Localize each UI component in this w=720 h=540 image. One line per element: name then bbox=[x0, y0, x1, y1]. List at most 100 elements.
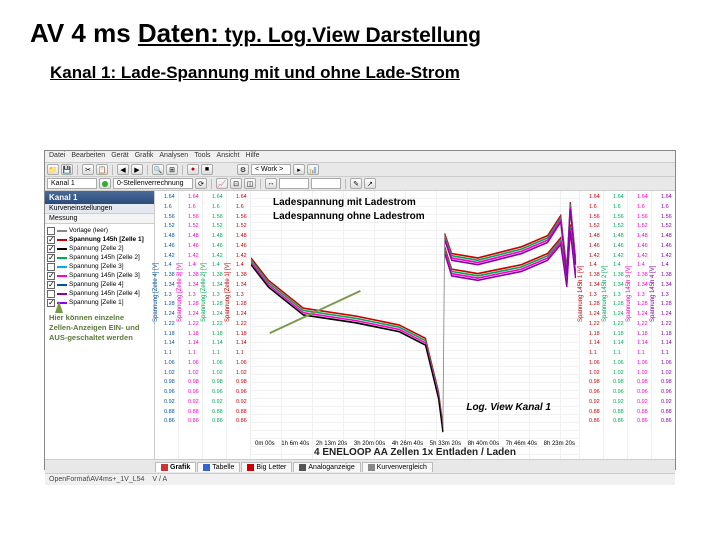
device-combo[interactable]: < Work > bbox=[251, 164, 291, 175]
toolbar-btn[interactable]: 📊 bbox=[307, 164, 319, 175]
status-mid: V / A bbox=[152, 476, 167, 483]
tab-icon bbox=[247, 464, 254, 471]
toolbar-btn[interactable]: ⊞ bbox=[166, 164, 178, 175]
legend-swatch bbox=[57, 275, 67, 277]
toolbar-btn[interactable]: ✎ bbox=[350, 178, 362, 189]
tab-grafik[interactable]: Grafik bbox=[155, 462, 196, 472]
legend-item[interactable]: Spannung 145h [Zelle 3] bbox=[47, 271, 152, 280]
menubar: Datei Bearbeiten Gerät Grafik Analysen Tools A… bbox=[45, 151, 675, 163]
legend-checkbox[interactable] bbox=[47, 227, 55, 235]
tab-tabelle[interactable]: Tabelle bbox=[197, 462, 240, 472]
toolbar-btn[interactable]: ⊡ bbox=[230, 178, 242, 189]
menu-item[interactable]: Grafik bbox=[135, 152, 154, 161]
legend-checkbox[interactable] bbox=[47, 290, 55, 298]
menu-item[interactable]: Gerät bbox=[111, 152, 129, 161]
legend-swatch bbox=[57, 266, 67, 268]
legend-item[interactable]: Spannung 145h [Zelle 1] bbox=[47, 235, 152, 244]
chart-footer: 4 ENELOOP AA Zellen 1x Entladen / Laden bbox=[251, 446, 579, 459]
legend-checkbox[interactable] bbox=[47, 245, 55, 253]
toolbar-btn[interactable]: ◫ bbox=[244, 178, 256, 189]
plot-area[interactable]: Ladespannung mit Ladestrom Ladespannung … bbox=[251, 191, 579, 459]
annotation-mid: Log. View Kanal 1 bbox=[466, 402, 551, 413]
legend-item[interactable]: Spannung 145h [Zelle 4] bbox=[47, 289, 152, 298]
annotation-top1: Ladespannung mit Ladestrom bbox=[273, 197, 416, 208]
y-axis: 1.641.61.561.521.481.461.421.41.381.341.… bbox=[227, 191, 251, 459]
tab-analoganzeige[interactable]: Analoganzeige bbox=[293, 462, 360, 472]
toolbar-btn[interactable]: 💾 bbox=[61, 164, 73, 175]
menu-item[interactable]: Bearbeiten bbox=[71, 152, 105, 161]
menu-item[interactable]: Tools bbox=[194, 152, 210, 161]
legend-item[interactable]: Spannung [Zelle 3] bbox=[47, 262, 152, 271]
y-axis: 1.641.61.561.521.481.461.421.41.381.341.… bbox=[651, 191, 675, 459]
record-icon[interactable]: ● bbox=[187, 164, 199, 175]
y-axis: 1.641.61.561.521.481.461.421.41.381.341.… bbox=[603, 191, 627, 459]
legend-checkbox[interactable] bbox=[47, 299, 55, 307]
tab-icon bbox=[203, 464, 210, 471]
sidebar-sub2: Messung bbox=[45, 214, 154, 224]
y-axis: 1.641.61.561.521.481.461.421.41.381.341.… bbox=[627, 191, 651, 459]
legend-label: Spannung 145h [Zelle 4] bbox=[69, 290, 140, 297]
toolbar-btn[interactable]: 🔍 bbox=[152, 164, 164, 175]
status-left: OpenFormat\AV4ms+_1V_L54 bbox=[49, 476, 144, 483]
stop-icon[interactable]: ■ bbox=[201, 164, 213, 175]
y-axis: 1.641.61.561.521.481.461.421.41.381.341.… bbox=[179, 191, 203, 459]
spacer-combo[interactable] bbox=[311, 178, 341, 189]
tab-kurvenvergleich[interactable]: Kurvenvergleich bbox=[362, 462, 433, 472]
legend-label: Vorlage (leer) bbox=[69, 227, 108, 234]
legend-label: Spannung [Zelle 1] bbox=[69, 299, 124, 306]
toolbar-btn[interactable]: ▶ bbox=[131, 164, 143, 175]
legend-checkbox[interactable] bbox=[47, 236, 55, 244]
tabs: GrafikTabelleBig LetterAnaloganzeigeKurv… bbox=[45, 459, 675, 473]
legend-swatch bbox=[57, 257, 67, 259]
y-axes-left: 1.641.61.561.521.481.461.421.41.381.341.… bbox=[155, 191, 251, 459]
legend-checkbox[interactable] bbox=[47, 272, 55, 280]
menu-item[interactable]: Datei bbox=[49, 152, 65, 161]
toolbar-btn[interactable]: 📋 bbox=[96, 164, 108, 175]
toolbar-btn[interactable]: ▸ bbox=[293, 164, 305, 175]
legend-swatch bbox=[57, 248, 67, 250]
legend-list: Vorlage (leer)Spannung 145h [Zelle 1]Spa… bbox=[45, 224, 154, 309]
toolbar-btn[interactable]: ✂ bbox=[82, 164, 94, 175]
slide-subtitle: Kanal 1: Lade-Spannung mit und ohne Lade… bbox=[0, 55, 720, 93]
legend-item[interactable]: Spannung [Zelle 2] bbox=[47, 244, 152, 253]
channel-combo[interactable]: Kanal 1 bbox=[47, 178, 97, 189]
annotation-top2: Ladespannung ohne Ladestrom bbox=[273, 211, 425, 222]
sidebar-note: Hier können einzelne Zellen-Anzeigen EIN… bbox=[45, 309, 154, 459]
legend-item[interactable]: Spannung [Zelle 4] bbox=[47, 280, 152, 289]
legend-checkbox[interactable] bbox=[47, 263, 55, 271]
tab-icon bbox=[368, 464, 375, 471]
chart-svg bbox=[251, 191, 579, 459]
toolbar-btn[interactable]: 📈 bbox=[216, 178, 228, 189]
legend-label: Spannung [Zelle 3] bbox=[69, 263, 124, 270]
device-icon[interactable]: ⚙ bbox=[237, 164, 249, 175]
toolbar-btn[interactable]: ↗ bbox=[364, 178, 376, 189]
toggle-button[interactable] bbox=[99, 178, 111, 189]
toolbar-btn[interactable]: ↔ bbox=[265, 178, 277, 189]
chart-area: 1.641.61.561.521.481.461.421.41.381.341.… bbox=[155, 191, 675, 459]
y-axes-right: 1.641.61.561.521.481.461.421.41.381.341.… bbox=[579, 191, 675, 459]
toolbar-2: Kanal 1 0-Stellenverrechnung ⟳ 📈 ⊡ ◫ ↔ ✎… bbox=[45, 177, 675, 191]
zero-combo[interactable]: 0-Stellenverrechnung bbox=[113, 178, 193, 189]
tab-big letter[interactable]: Big Letter bbox=[241, 462, 292, 472]
y-axis: 1.641.61.561.521.481.461.421.41.381.341.… bbox=[155, 191, 179, 459]
legend-checkbox[interactable] bbox=[47, 254, 55, 262]
legend-label: Spannung [Zelle 4] bbox=[69, 281, 124, 288]
menu-item[interactable]: Analysen bbox=[159, 152, 188, 161]
logview-window: Datei Bearbeiten Gerät Grafik Analysen Tools A… bbox=[44, 150, 676, 470]
slide-title: AV 4 ms Daten: typ. Log.View Darstellung bbox=[0, 0, 720, 55]
toolbar-btn[interactable]: 📁 bbox=[47, 164, 59, 175]
spacer-combo[interactable] bbox=[279, 178, 309, 189]
menu-item[interactable]: Ansicht bbox=[217, 152, 240, 161]
legend-checkbox[interactable] bbox=[47, 281, 55, 289]
legend-swatch bbox=[57, 239, 67, 241]
arrow-up-icon bbox=[55, 301, 63, 313]
menu-item[interactable]: Hilfe bbox=[246, 152, 260, 161]
legend-item[interactable]: Vorlage (leer) bbox=[47, 226, 152, 235]
statusbar: OpenFormat\AV4ms+_1V_L54 V / A bbox=[45, 473, 675, 485]
tab-icon bbox=[299, 464, 306, 471]
legend-item[interactable]: Spannung 145h [Zelle 2] bbox=[47, 253, 152, 262]
sidebar-header: Kanal 1 bbox=[45, 191, 154, 204]
toolbar-btn[interactable]: ⟳ bbox=[195, 178, 207, 189]
toolbar-btn[interactable]: ◀ bbox=[117, 164, 129, 175]
sidebar-sub[interactable]: Kurveneinstellungen bbox=[45, 204, 154, 214]
